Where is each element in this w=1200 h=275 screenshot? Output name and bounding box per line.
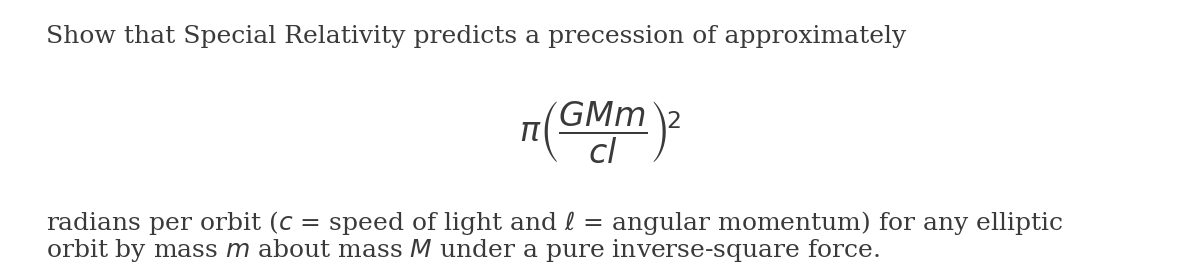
Text: Show that Special Relativity predicts a precession of approximately: Show that Special Relativity predicts a … [46, 25, 906, 48]
Text: orbit by mass $m$ about mass $M$ under a pure inverse-square force.: orbit by mass $m$ about mass $M$ under a… [46, 237, 880, 264]
Text: radians per orbit ($c$ = speed of light and $\ell$ = angular momentum) for any e: radians per orbit ($c$ = speed of light … [46, 209, 1063, 237]
Text: $\pi \left(\dfrac{GMm}{cl}\right)^{\!2}$: $\pi \left(\dfrac{GMm}{cl}\right)^{\!2}$ [518, 99, 682, 165]
